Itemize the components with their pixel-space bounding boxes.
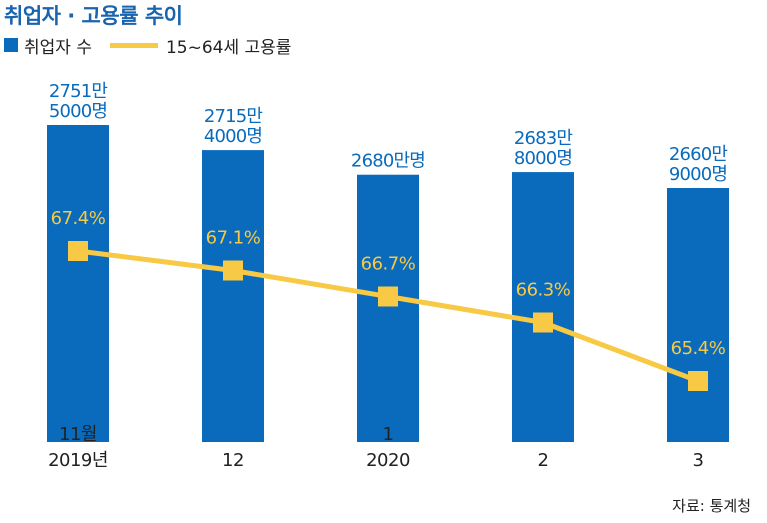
legend-bar-swatch xyxy=(4,38,18,52)
line-point-1 xyxy=(223,260,243,281)
x-tick-label-2: 1 2020 xyxy=(366,424,410,471)
line-value-label-0: 67.4% xyxy=(51,208,106,229)
x-tick-label-3: 2 xyxy=(538,450,549,471)
source-note: 자료: 통계청 xyxy=(672,497,751,515)
line-value-label-4: 65.4% xyxy=(671,338,726,359)
legend: 취업자 수 15~64세 고용률 xyxy=(4,34,292,58)
line-point-0 xyxy=(68,241,88,261)
legend-line-swatch xyxy=(109,42,158,48)
x-tick-label-1: 12 xyxy=(222,450,244,471)
bar-value-label-4: 2660만 9000명 xyxy=(669,144,728,185)
bar-0 xyxy=(47,125,109,442)
bar-value-label-0: 2751만 5000명 xyxy=(49,81,108,122)
line-value-label-3: 66.3% xyxy=(516,280,571,301)
legend-bar-label: 취업자 수 xyxy=(24,37,92,58)
x-tick-label-0: 11월 2019년 xyxy=(48,424,108,471)
line-value-label-2: 66.7% xyxy=(361,254,416,275)
line-point-4 xyxy=(688,371,708,391)
bar-value-label-3: 2683만 8000명 xyxy=(514,128,573,169)
bar-1 xyxy=(202,150,264,442)
line-point-2 xyxy=(378,286,398,307)
bar-3 xyxy=(512,172,574,442)
line-point-3 xyxy=(533,312,553,333)
legend-line-label: 15~64세 고용률 xyxy=(165,37,292,58)
bar-4 xyxy=(667,188,729,442)
bar-value-label-1: 2715만 4000명 xyxy=(204,106,263,147)
line-value-label-1: 67.1% xyxy=(206,228,261,249)
bar-2 xyxy=(357,174,419,442)
chart-title: 취업자 · 고용률 추이 xyxy=(4,4,183,28)
x-tick-label-4: 3 xyxy=(693,450,704,471)
bar-value-label-2: 2680만명 xyxy=(351,151,425,172)
